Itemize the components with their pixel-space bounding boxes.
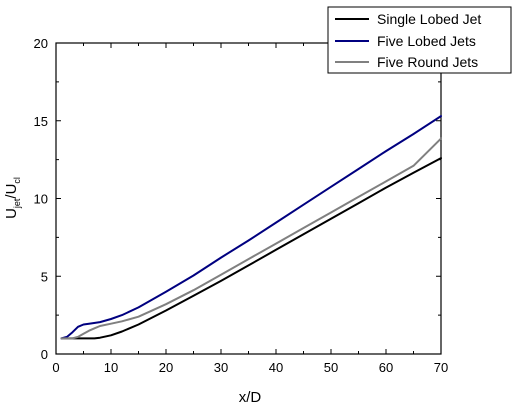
series-line-five-lobed-jets [60,115,442,340]
x-tick-label: 60 [379,360,393,375]
y-axis-label-sub-cl: cl [12,177,22,184]
x-tick-label: 0 [52,360,59,375]
legend: Single Lobed Jet Five Lobed Jets Five Ro… [327,6,512,74]
legend-label-single-lobed-jet: Single Lobed Jet [377,11,481,27]
x-tick-label: 10 [104,360,118,375]
y-axis-label: Ujet/Ucl [3,177,22,219]
axis-ticks: 0 10 20 30 40 50 60 70 0 5 10 15 20 [34,36,449,375]
x-tick-label: 50 [324,360,338,375]
y-tick-label: 5 [41,269,48,284]
plot-frame [55,42,442,355]
x-tick-label: 40 [269,360,283,375]
series-layer [60,115,442,340]
y-axis-label-sep: /U [3,184,20,199]
x-axis-label: x/D [239,389,262,406]
y-tick-label: 10 [34,192,48,207]
y-axis-label-main: U [3,208,20,219]
y-tick-label: 0 [41,347,48,362]
x-tick-label: 70 [434,360,448,375]
legend-label-five-lobed-jets: Five Lobed Jets [377,33,476,49]
series-line-five-round-jets [60,137,442,340]
y-tick-label: 15 [34,114,48,129]
x-tick-label: 30 [214,360,228,375]
plot-area [55,42,442,355]
x-tick-label: 20 [159,360,173,375]
legend-label-five-round-jets: Five Round Jets [377,54,478,70]
series-line-single-lobed-jet [60,157,442,340]
y-axis-label-sub-jet: jet [12,198,22,209]
y-tick-label: 20 [34,36,48,51]
